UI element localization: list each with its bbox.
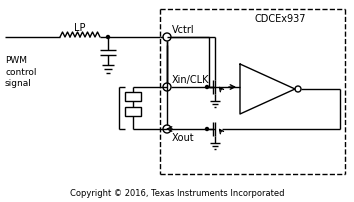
Circle shape: [205, 127, 209, 132]
Bar: [125, 93, 141, 101]
Bar: [125, 107, 141, 116]
Text: Xout: Xout: [172, 132, 195, 142]
Text: Xin/CLK: Xin/CLK: [172, 75, 210, 85]
Text: CDCEx937: CDCEx937: [254, 14, 306, 24]
Circle shape: [205, 85, 209, 90]
Text: LP: LP: [74, 23, 86, 33]
Circle shape: [106, 36, 110, 40]
Text: Copyright © 2016, Texas Instruments Incorporated: Copyright © 2016, Texas Instruments Inco…: [70, 188, 284, 198]
Text: Vctrl: Vctrl: [172, 25, 195, 35]
Text: PWM
control
signal: PWM control signal: [5, 56, 36, 87]
